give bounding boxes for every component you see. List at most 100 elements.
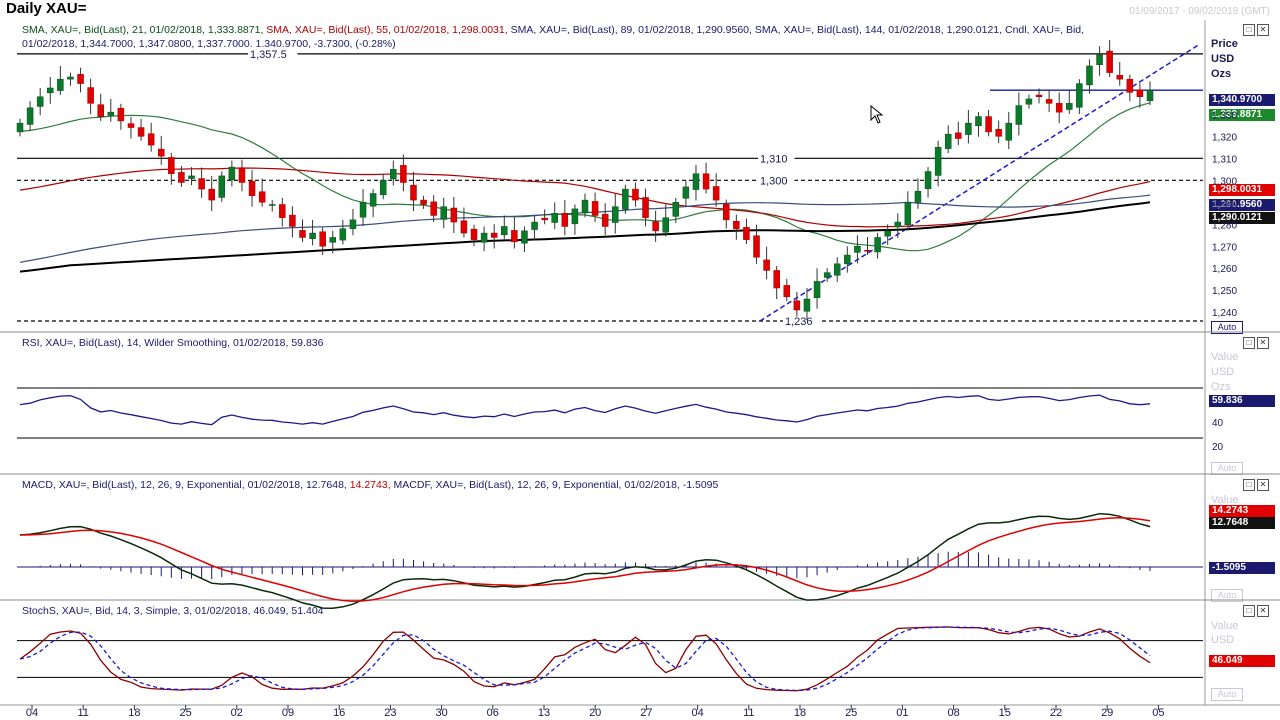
- candle-body: [309, 232, 316, 240]
- macd-close-icon[interactable]: ✕: [1257, 479, 1269, 491]
- x-tick-label: 29: [1101, 707, 1113, 719]
- candle-body: [460, 220, 468, 234]
- candle-body: [874, 237, 881, 253]
- rsi-close-icon[interactable]: ✕: [1257, 337, 1269, 349]
- stoch-auto-button[interactable]: Auto: [1211, 688, 1243, 701]
- price-maximize-icon[interactable]: □: [1243, 24, 1255, 36]
- candle-body: [127, 123, 135, 128]
- rsi-tick-label: 40: [1212, 418, 1224, 429]
- chart-title: Daily XAU=: [6, 0, 87, 17]
- candle-body: [944, 133, 952, 149]
- cursor-icon: [870, 105, 884, 124]
- x-tick-label: 04: [26, 707, 38, 719]
- price-header-segment: SMA, XAU=, Bid(Last), 89, 01/02/2018, 1,…: [507, 24, 752, 36]
- price-auto-button[interactable]: Auto: [1211, 321, 1243, 334]
- candle-body: [692, 173, 700, 190]
- macd-maximize-icon[interactable]: □: [1243, 479, 1255, 491]
- candle-body: [753, 235, 760, 258]
- macd-value-label: 12.7648: [1209, 517, 1275, 529]
- x-tick-label: 09: [282, 707, 294, 719]
- rsi-maximize-icon[interactable]: □: [1243, 337, 1255, 349]
- candle-body: [914, 191, 922, 203]
- rsi-header: RSI, XAU=, Bid(Last), 14, Wilder Smoothi…: [22, 337, 324, 349]
- candle-body: [440, 206, 447, 220]
- price-unit-usd: USD: [1211, 53, 1235, 65]
- x-tick-label: 05: [1152, 707, 1164, 719]
- candle-body: [490, 232, 498, 238]
- macd-header-macdf: MACDF, XAU=, Bid(Last), 12, 26, 9, Expon…: [390, 479, 719, 491]
- candle-body: [985, 116, 992, 133]
- rsi-value-label: 59.836: [1209, 395, 1275, 407]
- x-tick-label: 30: [435, 707, 447, 719]
- candle-body: [369, 193, 377, 207]
- candle-body: [168, 157, 175, 174]
- candle-body: [1076, 83, 1083, 108]
- candle-body: [188, 175, 195, 179]
- candle-body: [289, 214, 296, 227]
- candle-body: [864, 249, 871, 252]
- candle-body: [733, 220, 740, 229]
- macd-header: MACD, XAU=, Bid(Last), 12, 26, 9, Expone…: [22, 479, 718, 491]
- candle-body: [612, 206, 619, 223]
- level-label: 1,300: [760, 175, 788, 187]
- price-tick-label: 1,280: [1212, 220, 1237, 231]
- candle-body: [702, 173, 710, 190]
- candle-body: [581, 199, 589, 214]
- candle-body: [571, 208, 579, 225]
- candle-body: [803, 298, 811, 312]
- x-tick-label: 16: [333, 707, 345, 719]
- candle-body: [551, 213, 558, 223]
- candle-body: [521, 230, 528, 244]
- level-label: 1,310: [760, 153, 788, 165]
- candle-body: [591, 201, 599, 216]
- candle-body: [743, 227, 750, 240]
- price-unit-ozs: Ozs: [1211, 68, 1232, 80]
- stoch-close-icon[interactable]: ✕: [1257, 605, 1269, 617]
- candle-body: [238, 168, 246, 183]
- candle-body: [1025, 98, 1033, 105]
- trend-line: [759, 43, 1201, 322]
- candle-body: [531, 221, 538, 230]
- x-tick-label: 11: [77, 707, 88, 719]
- candle-body: [420, 199, 427, 205]
- candle-body: [208, 188, 215, 201]
- candle-body: [642, 197, 649, 218]
- price-last-label: 1,340.9700: [1209, 94, 1275, 106]
- candle-body: [430, 201, 437, 216]
- rsi-unit-usd: USD: [1211, 366, 1235, 378]
- macd-auto-button[interactable]: Auto: [1211, 589, 1243, 602]
- candle-body: [854, 246, 861, 253]
- candle-body: [77, 74, 84, 84]
- candle-body: [158, 148, 165, 157]
- price-close-icon[interactable]: ✕: [1257, 24, 1269, 36]
- x-tick-label: 01: [896, 707, 908, 719]
- candle-body: [268, 204, 276, 206]
- candle-body: [1015, 105, 1023, 125]
- x-tick-label: 25: [845, 707, 857, 719]
- candle-body: [1066, 103, 1073, 110]
- candle-body: [57, 78, 64, 91]
- candle-body: [349, 219, 357, 229]
- candle-body: [339, 228, 347, 241]
- candle-body: [682, 186, 690, 199]
- level-label: 1,357.5: [250, 49, 287, 61]
- stoch-k-line: [19, 626, 1151, 692]
- candle-body: [1106, 50, 1113, 73]
- candle-body: [844, 254, 851, 265]
- candle-body: [147, 133, 155, 146]
- candle-body: [622, 188, 629, 210]
- candle-body: [26, 107, 34, 125]
- candle-body: [601, 213, 609, 227]
- sma55-line: [19, 167, 1151, 228]
- candle-body: [793, 300, 801, 311]
- candle-body: [87, 87, 94, 104]
- x-tick-label: 23: [384, 707, 396, 719]
- candle-body: [783, 285, 791, 298]
- candle-body: [511, 230, 518, 243]
- stoch-maximize-icon[interactable]: □: [1243, 605, 1255, 617]
- stoch-unit-usd: USD: [1211, 634, 1235, 646]
- x-tick-label: 02: [231, 707, 243, 719]
- candle-body: [379, 180, 387, 196]
- rsi-line: [19, 394, 1151, 426]
